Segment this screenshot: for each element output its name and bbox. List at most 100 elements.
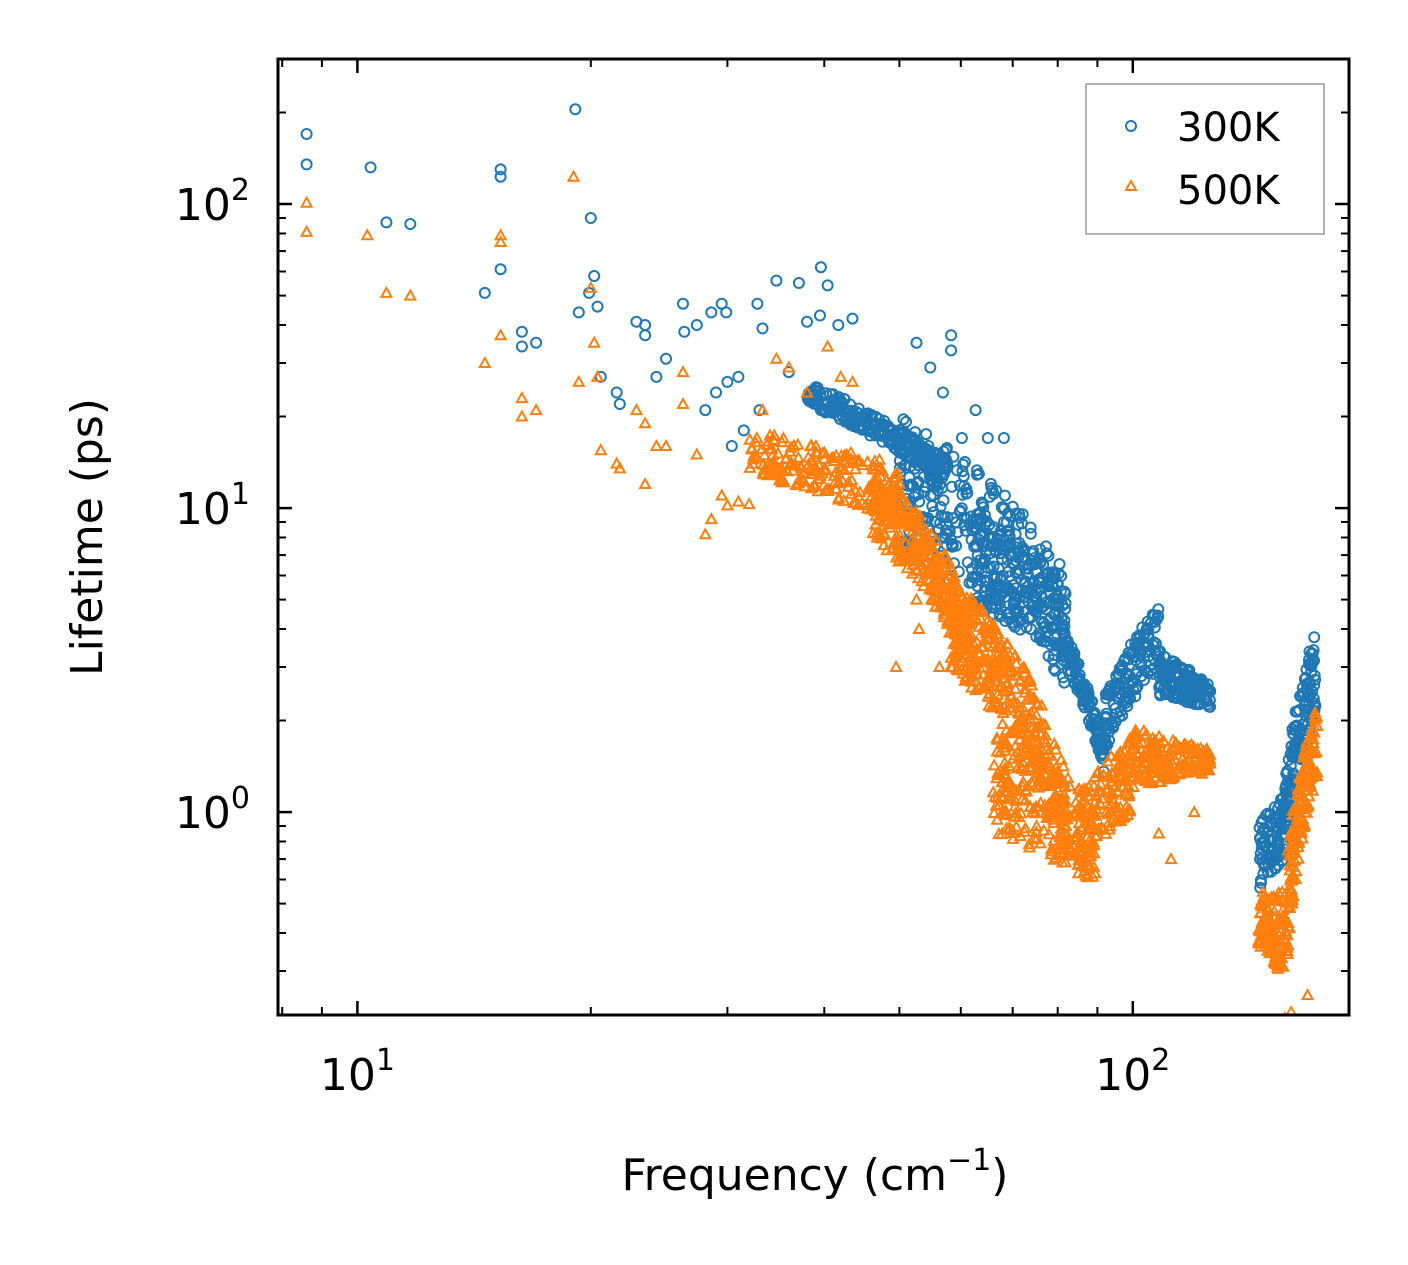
point-500K [1170,762,1185,775]
point-500K [911,571,926,584]
point-500K [1133,768,1147,781]
point-500K [704,512,718,525]
point-300K [639,329,652,342]
point-500K [638,476,652,489]
point-300K [985,601,998,614]
point-500K [1254,939,1268,952]
point-500K [869,526,884,539]
point-500K [1035,743,1049,756]
point-300K [990,484,1002,497]
point-500K [987,805,1001,818]
point-500K [1089,829,1104,842]
point-500K [944,592,958,605]
point-500K [844,451,858,464]
point-500K [299,195,314,208]
point-300K [893,454,906,467]
point-300K [721,375,734,388]
point-300K [1270,847,1283,860]
point-300K [660,352,672,365]
point-500K [1257,889,1271,902]
point-500K [834,369,848,382]
point-500K [1058,801,1072,814]
point-300K [1295,689,1307,702]
point-500K [885,479,899,492]
point-500K [1071,866,1085,879]
point-500K [871,478,886,491]
point-500K [1281,938,1295,951]
point-300K [1254,876,1267,889]
legend-label-300K: 300K [1177,105,1281,151]
point-300K [997,502,1010,515]
point-300K [1040,540,1052,553]
point-500K [1023,799,1037,812]
point-300K [572,306,585,319]
point-500K [832,475,846,488]
point-500K [1104,774,1118,787]
point-500K [995,826,1009,839]
point-300K [720,306,733,319]
point-500K [1302,755,1317,768]
point-500K [1195,752,1209,765]
point-500K [1038,798,1052,811]
point-500K [965,668,979,681]
point-300K [1201,682,1214,695]
point-300K [1182,663,1195,676]
point-500K [515,391,529,404]
point-300K [969,538,982,551]
point-300K [1009,597,1021,609]
point-500K [1017,660,1031,673]
point-500K [1074,846,1089,859]
point-300K [885,430,898,443]
point-500K [1015,792,1029,805]
point-500K [1005,823,1019,836]
point-300K [1119,694,1132,707]
point-500K [1272,957,1286,970]
point-300K [494,170,507,183]
point-500K [1025,752,1039,765]
point-500K [923,547,937,560]
point-500K [997,652,1011,665]
point-500K [493,234,508,247]
point-300K [1300,663,1313,676]
point-500K [1075,795,1089,808]
point-500K [659,438,673,451]
point-300K [1135,670,1148,683]
point-500K [1001,676,1015,689]
point-300K [970,558,983,570]
point-300K [1046,579,1058,592]
point-500K [787,438,801,451]
point-300K [588,270,601,282]
point-500K [982,678,996,691]
point-500K [889,506,904,519]
point-300K [1017,613,1030,626]
point-500K [755,403,770,416]
point-300K [1048,662,1060,675]
point-500K [878,509,893,522]
point-500K [1024,775,1039,788]
point-300K [978,585,991,598]
point-300K [1166,679,1179,692]
point-300K [909,426,922,439]
point-500K [1282,901,1296,914]
point-500K [1050,805,1064,818]
point-500K [916,579,931,592]
point-300K [968,571,981,584]
point-500K [937,564,951,577]
point-500K [1096,768,1111,781]
point-500K [987,661,1002,674]
point-500K [698,527,712,540]
point-500K [858,498,873,511]
point-500K [478,355,492,368]
point-500K [676,365,690,378]
point-500K [1282,898,1296,911]
tick-labels: 101 102 100 101 102 [175,173,1170,1101]
point-500K [750,430,764,443]
point-500K [853,485,867,498]
point-500K [1100,781,1114,794]
point-300K [976,537,989,550]
point-500K [1138,729,1152,742]
point-500K [935,553,949,566]
point-500K [792,476,806,489]
point-300K [927,448,940,461]
